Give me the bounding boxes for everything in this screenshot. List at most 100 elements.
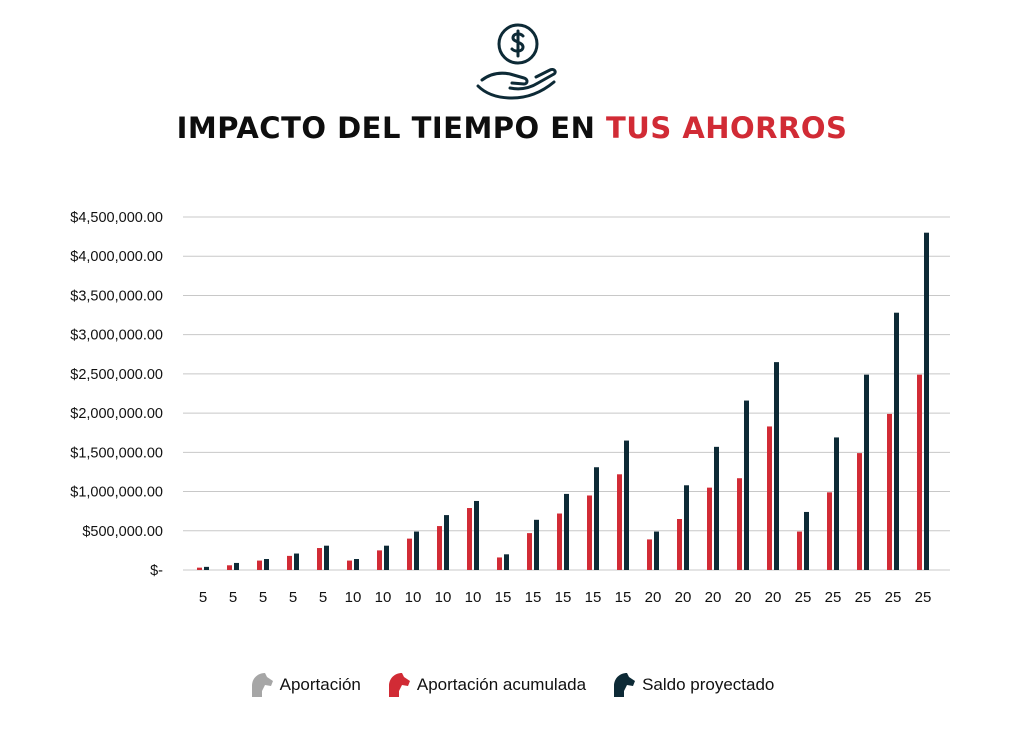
- y-tick-label-4: $2,000,000.00: [70, 406, 163, 422]
- bar-saldo-proyectado-1: [234, 562, 239, 570]
- x-tick-label-11: 15: [525, 589, 542, 606]
- legend-marker-aportacion-acumulada: [388, 673, 410, 697]
- bar-saldo-proyectado-11: [534, 519, 539, 570]
- bar-aportacion-acumulada-7: [407, 538, 412, 570]
- bar-aportacion-acumulada-2: [257, 560, 262, 570]
- bar-aportacion-acumulada-4: [317, 548, 322, 570]
- y-tick-label-8: $4,000,000.00: [70, 249, 163, 265]
- x-tick-label-23: 25: [885, 589, 902, 606]
- bar-aportacion-acumulada-17: [707, 487, 712, 570]
- bar-aportacion-acumulada-24: [917, 374, 922, 570]
- x-tick-label-6: 10: [375, 589, 392, 606]
- y-tick-label-2: $1,000,000.00: [70, 485, 163, 501]
- bar-saldo-proyectado-9: [474, 500, 479, 570]
- title-highlight: TUS AHORROS: [606, 111, 848, 145]
- bar-saldo-proyectado-3: [294, 553, 299, 570]
- legend-label-aportacion: Aportación: [279, 675, 361, 694]
- bar-chart: $- $500,000.00 $1,000,000.00 $1,500,000.00 $…: [70, 210, 950, 606]
- bar-saldo-proyectado-4: [324, 545, 329, 570]
- bar-saldo-proyectado-13: [594, 467, 599, 570]
- bar-saldo-proyectado-18: [744, 400, 749, 570]
- legend-item-aportacion-acumulada: Aportación acumulada: [387, 672, 586, 698]
- x-tick-label-5: 10: [345, 589, 362, 606]
- bar-saldo-proyectado-10: [504, 554, 509, 570]
- y-tick-label-9: $4,500,000.00: [70, 210, 163, 226]
- x-tick-label-13: 15: [585, 589, 602, 606]
- x-tick-label-16: 20: [675, 589, 692, 606]
- bar-aportacion-acumulada-22: [857, 453, 862, 570]
- bar-aportacion-acumulada-8: [437, 526, 442, 570]
- bar-saldo-proyectado-16: [684, 485, 689, 570]
- x-tick-label-21: 25: [825, 589, 842, 606]
- x-tick-label-10: 15: [495, 589, 512, 606]
- x-tick-label-12: 15: [555, 589, 572, 606]
- legend-marker-aportacion: [251, 673, 273, 697]
- y-tick-label-0: $-: [150, 563, 163, 579]
- chart-title: IMPACTO DEL TIEMPO EN TUS AHORROS: [0, 111, 1024, 145]
- bar-aportacion-acumulada-10: [497, 557, 502, 570]
- y-tick-label-1: $500,000.00: [82, 524, 163, 540]
- bar-aportacion-acumulada-0: [197, 567, 202, 570]
- legend-marker-saldo-proyectado: [614, 673, 636, 697]
- x-tick-label-7: 10: [405, 589, 422, 606]
- title-main: IMPACTO DEL TIEMPO EN: [176, 111, 596, 145]
- x-tick-label-9: 10: [465, 589, 482, 606]
- legend-item-aportacion: Aportación: [250, 672, 361, 698]
- bar-aportacion-acumulada-9: [467, 508, 472, 570]
- y-tick-label-5: $2,500,000.00: [70, 367, 163, 383]
- bar-aportacion-acumulada-6: [377, 550, 382, 570]
- bar-aportacion-acumulada-20: [797, 531, 802, 570]
- bar-saldo-proyectado-5: [354, 559, 359, 570]
- x-tick-label-24: 25: [915, 589, 932, 606]
- bar-aportacion-acumulada-12: [557, 513, 562, 570]
- bar-aportacion-acumulada-11: [527, 533, 532, 570]
- x-tick-label-17: 20: [705, 589, 722, 606]
- bar-saldo-proyectado-17: [714, 446, 719, 570]
- bar-saldo-proyectado-0: [204, 566, 209, 570]
- x-tick-label-22: 25: [855, 589, 872, 606]
- x-tick-label-1: 5: [229, 589, 237, 606]
- bar-saldo-proyectado-7: [414, 531, 419, 570]
- bar-aportacion-acumulada-3: [287, 555, 292, 570]
- x-tick-label-14: 15: [615, 589, 632, 606]
- bar-saldo-proyectado-6: [384, 545, 389, 570]
- bar-saldo-proyectado-12: [564, 493, 569, 570]
- bar-aportacion-acumulada-5: [347, 560, 352, 570]
- x-tick-label-8: 10: [435, 589, 452, 606]
- bar-aportacion-acumulada-18: [737, 478, 742, 570]
- bar-aportacion-acumulada-16: [677, 519, 682, 570]
- y-tick-label-6: $3,000,000.00: [70, 328, 163, 344]
- bar-aportacion-acumulada-1: [227, 565, 232, 570]
- bar-saldo-proyectado-15: [654, 531, 659, 570]
- y-tick-label-7: $3,500,000.00: [70, 288, 163, 304]
- x-tick-label-2: 5: [259, 589, 267, 606]
- bar-aportacion-acumulada-21: [827, 492, 832, 570]
- legend-item-saldo-proyectado: Saldo proyectado: [612, 672, 774, 698]
- x-tick-label-0: 5: [199, 589, 207, 606]
- bar-saldo-proyectado-24: [924, 232, 929, 570]
- bar-aportacion-acumulada-14: [617, 474, 622, 570]
- x-tick-label-3: 5: [289, 589, 297, 606]
- x-tick-label-15: 20: [645, 589, 662, 606]
- legend-label-saldo-proyectado: Saldo proyectado: [642, 675, 775, 694]
- bar-saldo-proyectado-8: [444, 515, 449, 570]
- bar-aportacion-acumulada-15: [647, 539, 652, 570]
- bar-aportacion-acumulada-23: [887, 413, 892, 570]
- x-tick-label-4: 5: [319, 589, 327, 606]
- x-tick-label-19: 20: [765, 589, 782, 606]
- legend-label-aportacion-acumulada: Aportación acumulada: [416, 675, 587, 694]
- bar-saldo-proyectado-22: [864, 374, 869, 570]
- bar-saldo-proyectado-21: [834, 437, 839, 570]
- bar-saldo-proyectado-14: [624, 440, 629, 570]
- bar-saldo-proyectado-23: [894, 312, 899, 570]
- x-tick-label-20: 25: [795, 589, 812, 606]
- x-tick-label-18: 20: [735, 589, 752, 606]
- bar-saldo-proyectado-2: [264, 559, 269, 570]
- legend: Aportación Aportación acumulada Saldo pr…: [0, 670, 1024, 700]
- bar-aportacion-acumulada-13: [587, 495, 592, 570]
- bar-aportacion-acumulada-19: [767, 426, 772, 570]
- hand-holding-dollar-icon: [476, 23, 557, 100]
- bar-saldo-proyectado-19: [774, 362, 779, 570]
- y-tick-label-3: $1,500,000.00: [70, 445, 163, 461]
- bar-saldo-proyectado-20: [804, 511, 809, 570]
